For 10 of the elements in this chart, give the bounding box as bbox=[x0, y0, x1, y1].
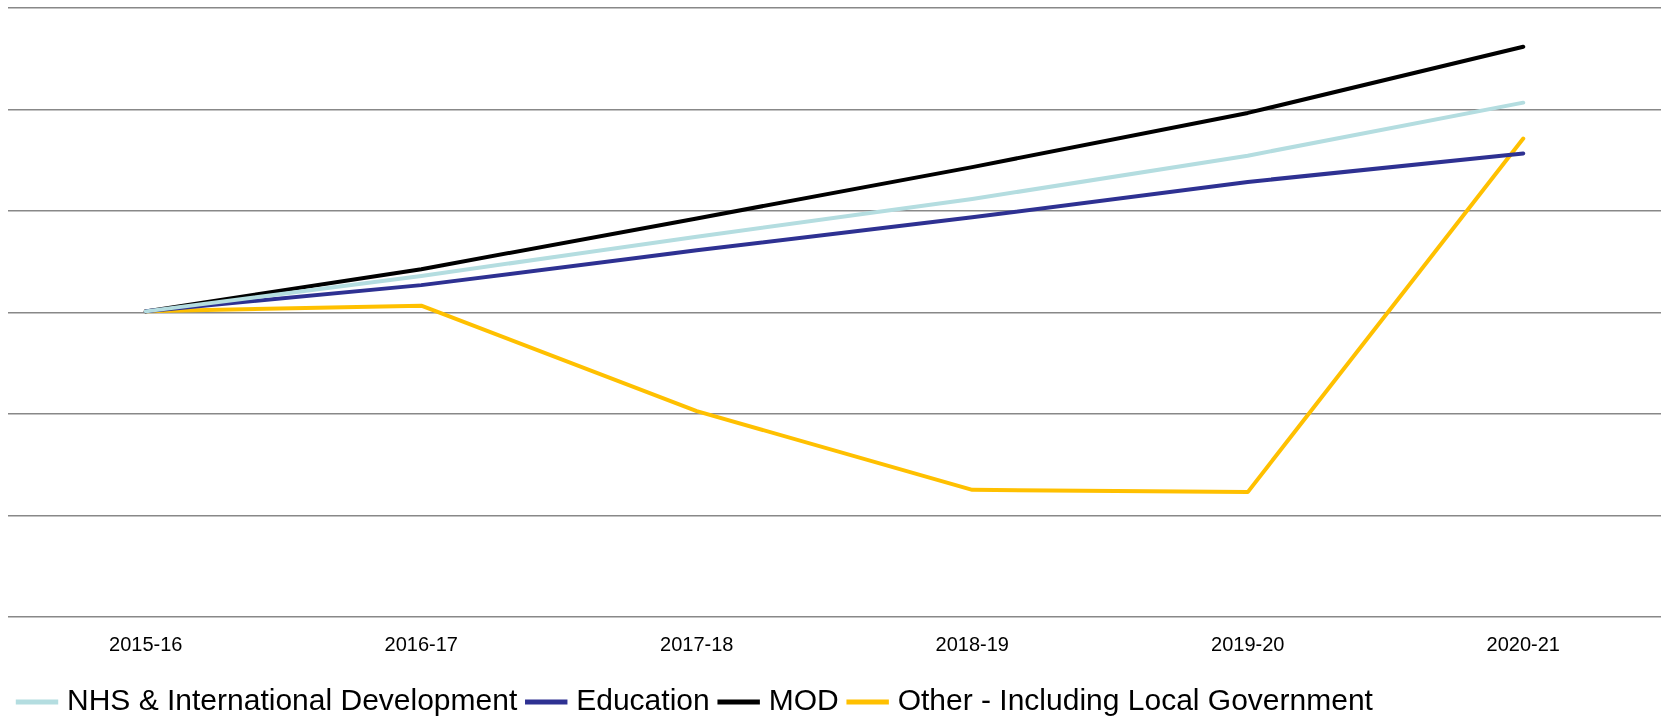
legend-label: MOD bbox=[768, 683, 839, 717]
legend-label: Other - Including Local Government bbox=[897, 683, 1374, 717]
x-tick-label: 2017-18 bbox=[660, 632, 734, 655]
legend-label: NHS & International Development bbox=[67, 683, 518, 717]
x-tick-label: 2015-16 bbox=[109, 632, 183, 655]
legend-label: Education bbox=[576, 683, 710, 717]
x-tick-label: 2018-19 bbox=[935, 632, 1009, 655]
x-tick-label: 2020-21 bbox=[1486, 632, 1560, 655]
x-tick-label: 2016-17 bbox=[384, 632, 458, 655]
x-tick-label: 2019-20 bbox=[1211, 632, 1285, 655]
